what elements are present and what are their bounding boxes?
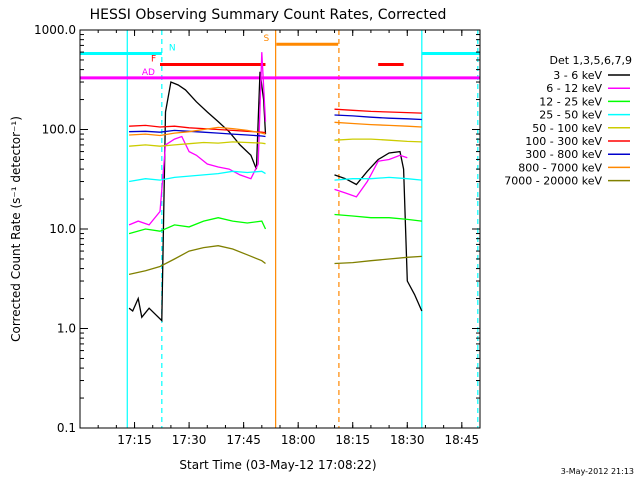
x-axis-label: Start Time (03-May-12 17:08:22) bbox=[179, 458, 376, 472]
x-tick-label-4: 18:15 bbox=[335, 433, 370, 447]
legend-label-4: 50 - 100 keV bbox=[532, 122, 602, 135]
legend-label-5: 100 - 300 keV bbox=[525, 135, 602, 148]
x-tick-label-1: 17:30 bbox=[172, 433, 207, 447]
series-line-7-seg2 bbox=[334, 121, 422, 128]
y-tick-label-0: 0.1 bbox=[57, 421, 76, 435]
series-line-3-seg2 bbox=[334, 176, 422, 181]
legend-label-8: 7000 - 20000 keV bbox=[504, 175, 602, 188]
x-tick-label-6: 18:45 bbox=[445, 433, 480, 447]
y-tick-label-3: 100.0 bbox=[42, 123, 76, 137]
series-line-0-seg1 bbox=[128, 71, 267, 323]
legend-label-6: 300 - 800 keV bbox=[525, 148, 602, 161]
y-axis: 0.1 1.0 10.0 100.0 1000.0 bbox=[34, 23, 480, 435]
x-tick-label-5: 18:30 bbox=[390, 433, 425, 447]
series-line-1-seg1 bbox=[128, 52, 267, 226]
series-line-2-seg2 bbox=[334, 213, 422, 222]
x-axis: 17:15 17:30 17:45 18:00 18:15 18:30 18:45 bbox=[79, 30, 481, 447]
series-line-4-seg2 bbox=[334, 138, 422, 143]
flag-label-0: N bbox=[169, 44, 176, 54]
flag-label-5: AD bbox=[142, 68, 155, 78]
legend-title: Det 1,3,5,6,7,9 bbox=[549, 54, 632, 67]
y-tick-label-4: 1000.0 bbox=[34, 23, 76, 37]
legend-label-7: 800 - 7000 keV bbox=[518, 161, 602, 174]
y-tick-label-2: 10.0 bbox=[49, 222, 76, 236]
x-tick-label-3: 18:00 bbox=[281, 433, 316, 447]
timestamp: 3-May-2012 21:13 bbox=[561, 467, 634, 476]
series-line-2-seg1 bbox=[128, 217, 267, 235]
flag-label-2: F bbox=[151, 55, 156, 65]
series-line-8-seg2 bbox=[334, 255, 422, 265]
legend-label-3: 25 - 50 keV bbox=[539, 109, 602, 122]
y-tick-label-1: 1.0 bbox=[57, 322, 76, 336]
y-axis-label: Corrected Count Rate (s⁻¹ detector⁻¹) bbox=[9, 116, 23, 342]
series-line-5-seg2 bbox=[334, 108, 422, 114]
x-tick-label-0: 17:15 bbox=[117, 433, 152, 447]
series-line-0-seg2 bbox=[334, 150, 423, 312]
series-line-4-seg1 bbox=[129, 141, 266, 147]
series-line-8-seg1 bbox=[128, 245, 266, 276]
series-line-1-seg2 bbox=[334, 154, 408, 198]
chart-title: HESSI Observing Summary Count Rates, Cor… bbox=[90, 7, 447, 23]
legend-label-0: 3 - 6 keV bbox=[553, 69, 602, 82]
series-line-3-seg1 bbox=[128, 170, 266, 183]
legend-label-2: 12 - 25 keV bbox=[539, 95, 602, 108]
legend-label-1: 6 - 12 keV bbox=[546, 82, 602, 95]
plot-area: N F S AD bbox=[80, 30, 480, 428]
series-line-6-seg1 bbox=[129, 129, 266, 138]
series-line-6-seg2 bbox=[334, 114, 422, 121]
x-tick-label-2: 17:45 bbox=[226, 433, 261, 447]
series-line-7-seg1 bbox=[129, 126, 266, 137]
flag-label-4: S bbox=[263, 34, 269, 44]
